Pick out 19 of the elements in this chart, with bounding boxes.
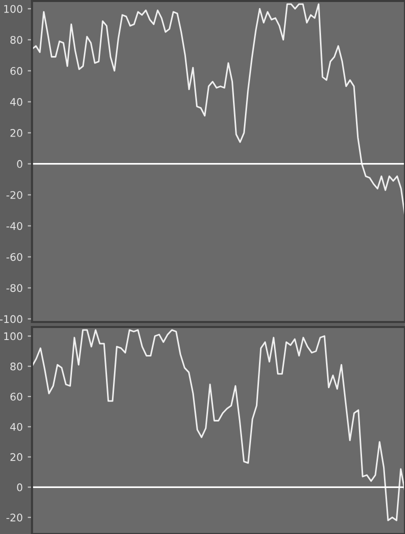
y-tick-label: 60 xyxy=(10,392,22,401)
line-series xyxy=(32,329,405,522)
y-tick-label: 60 xyxy=(10,67,22,75)
y-tick-label: -40 xyxy=(6,222,22,230)
y-tick-label: 80 xyxy=(10,36,22,44)
y-tick-label: 20 xyxy=(10,453,22,462)
y-tick-label: 80 xyxy=(10,362,22,370)
y-tick-label: 40 xyxy=(10,98,22,106)
y-tick-label: -80 xyxy=(6,284,22,292)
y-tick-label: 0 xyxy=(17,160,22,168)
y-tick-label: -100 xyxy=(0,315,22,324)
y-tick-label: 40 xyxy=(10,422,22,431)
y-tick-label: 100 xyxy=(4,332,22,340)
y-tick-label: 100 xyxy=(4,4,22,13)
y-tick-label: -20 xyxy=(6,514,22,522)
y-tick-label: -20 xyxy=(6,191,22,199)
y-tick-label: 20 xyxy=(10,129,22,137)
y-tick-label: 0 xyxy=(17,483,22,492)
y-tick-label: -60 xyxy=(6,253,22,261)
